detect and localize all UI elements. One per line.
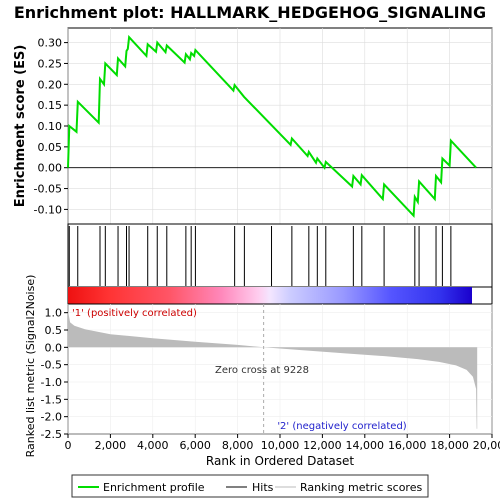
enrichment-y-ticks: -0.10 -0.05 0.00 0.05 0.10 0.15 0.20 0.25 0.30 xyxy=(34,37,68,217)
hits-area xyxy=(68,224,492,287)
x-tick-label: 20,000 xyxy=(473,439,500,452)
hits-panel xyxy=(68,224,492,287)
x-tick-label: 18,000 xyxy=(430,439,469,452)
x-tick-label: 4,000 xyxy=(137,439,169,452)
negative-correlation-label: '2' (negatively correlated) xyxy=(277,421,406,432)
rank-color-bar xyxy=(68,287,472,304)
metric-y-tick-label: -2.0 xyxy=(41,411,62,424)
x-tick-label: 12,000 xyxy=(303,439,342,452)
enrichment-y-tick-label: 0.10 xyxy=(38,120,63,133)
x-tick-label: 0 xyxy=(65,439,72,452)
chart-title: Enrichment plot: HALLMARK_HEDGEHOG_SIGNA… xyxy=(14,3,486,22)
x-axis-label: Rank in Ordered Dataset xyxy=(206,454,354,468)
legend-label-enrichment: Enrichment profile xyxy=(103,481,205,494)
x-tick-label: 2,000 xyxy=(95,439,127,452)
metric-y-tick-label: -1.5 xyxy=(41,393,62,406)
enrichment-y-tick-label: -0.05 xyxy=(34,183,62,196)
positive-correlation-label: '1' (positively correlated) xyxy=(72,308,197,319)
enrichment-y-tick-label: 0.25 xyxy=(38,57,63,70)
enrichment-score-panel: -0.10 -0.05 0.00 0.05 0.10 0.15 0.20 0.25 0.30 E… xyxy=(13,28,492,224)
metric-y-ticks: -2.5 -2.0 -1.5 -1.0 -0.5 0.0 0.5 1.0 xyxy=(41,307,68,441)
x-tick-label: 16,000 xyxy=(388,439,427,452)
enrichment-y-tick-label: 0.05 xyxy=(38,141,63,154)
x-tick-label: 10,000 xyxy=(261,439,300,452)
metric-y-tick-label: 0.5 xyxy=(45,324,63,337)
x-tick-label: 14,000 xyxy=(346,439,385,452)
metric-y-tick-label: 1.0 xyxy=(45,307,63,320)
rank-color-bar-panel xyxy=(68,287,492,304)
enrichment-y-tick-label: 0.30 xyxy=(38,37,63,50)
metric-y-tick-label: -1.0 xyxy=(41,376,62,389)
x-tick-label: 6,000 xyxy=(179,439,211,452)
legend-label-hits: Hits xyxy=(252,481,274,494)
metric-y-tick-label: -2.5 xyxy=(41,428,62,441)
enrichment-y-tick-label: 0.15 xyxy=(38,99,63,112)
legend: Enrichment profile Hits Ranking metric s… xyxy=(72,475,428,497)
metric-y-tick-label: -0.5 xyxy=(41,359,62,372)
enrichment-y-tick-label: 0.00 xyxy=(38,162,63,175)
enrichment-y-tick-label: 0.20 xyxy=(38,78,63,91)
metric-y-tick-label: 0.0 xyxy=(45,341,63,354)
zero-cross-label: Zero cross at 9228 xyxy=(215,365,309,376)
legend-label-ranking: Ranking metric scores xyxy=(300,481,422,494)
metric-y-label: Ranked list metric (Signal2Noise) xyxy=(24,275,37,458)
enrichment-y-label: Enrichment score (ES) xyxy=(13,45,28,208)
enrichment-y-tick-label: -0.10 xyxy=(34,203,62,216)
x-tick-label: 8,000 xyxy=(222,439,254,452)
